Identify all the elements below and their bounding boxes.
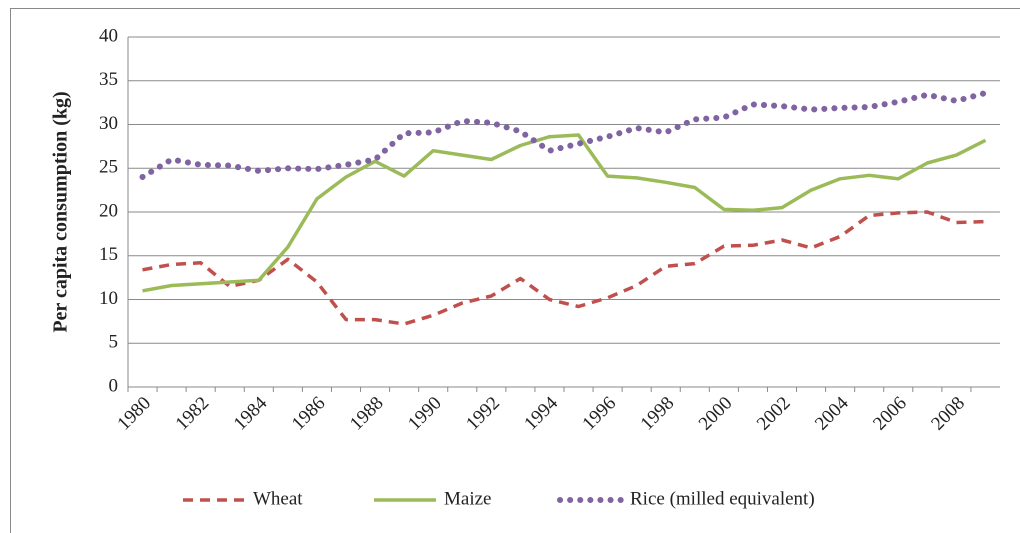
y-tick-label: 20 <box>99 200 118 221</box>
y-tick-label: 35 <box>99 69 118 90</box>
x-tick-label: 2000 <box>695 393 737 435</box>
x-tick-label: 2008 <box>927 393 969 435</box>
x-tick-label: 2006 <box>869 393 911 435</box>
y-tick-label: 5 <box>109 332 119 353</box>
x-tick-label: 1992 <box>462 393 504 435</box>
y-axis-label: Per capita consumption (kg) <box>50 91 72 332</box>
x-tick-label: 1988 <box>346 393 388 435</box>
line <box>142 133 987 293</box>
x-tick-label: 1982 <box>172 393 214 435</box>
x-tick-label: 1986 <box>288 393 330 435</box>
y-tick-label: 40 <box>99 25 118 46</box>
y-tick-label: 10 <box>99 288 118 309</box>
x-tick-label: 2004 <box>811 392 853 434</box>
x-tick-label: 1996 <box>578 393 620 435</box>
x-tick-label: 1984 <box>230 392 272 434</box>
chart-border <box>10 8 1020 533</box>
x-tick-label: 1994 <box>520 392 562 434</box>
x-tick-label: 2002 <box>753 393 795 435</box>
line <box>142 210 986 326</box>
x-tick-label: 1990 <box>404 393 446 435</box>
legend-label: Wheat <box>253 488 303 509</box>
y-tick-label: 0 <box>109 375 119 396</box>
y-tick-label: 25 <box>99 157 118 178</box>
line <box>139 90 989 180</box>
y-tick-label: 30 <box>99 113 118 134</box>
legend-label: Rice (milled equivalent) <box>630 488 815 509</box>
x-tick-label: 1980 <box>113 393 155 435</box>
x-tick-label: 1998 <box>637 393 679 435</box>
legend-label: Maize <box>444 488 491 509</box>
y-tick-label: 15 <box>99 244 118 265</box>
